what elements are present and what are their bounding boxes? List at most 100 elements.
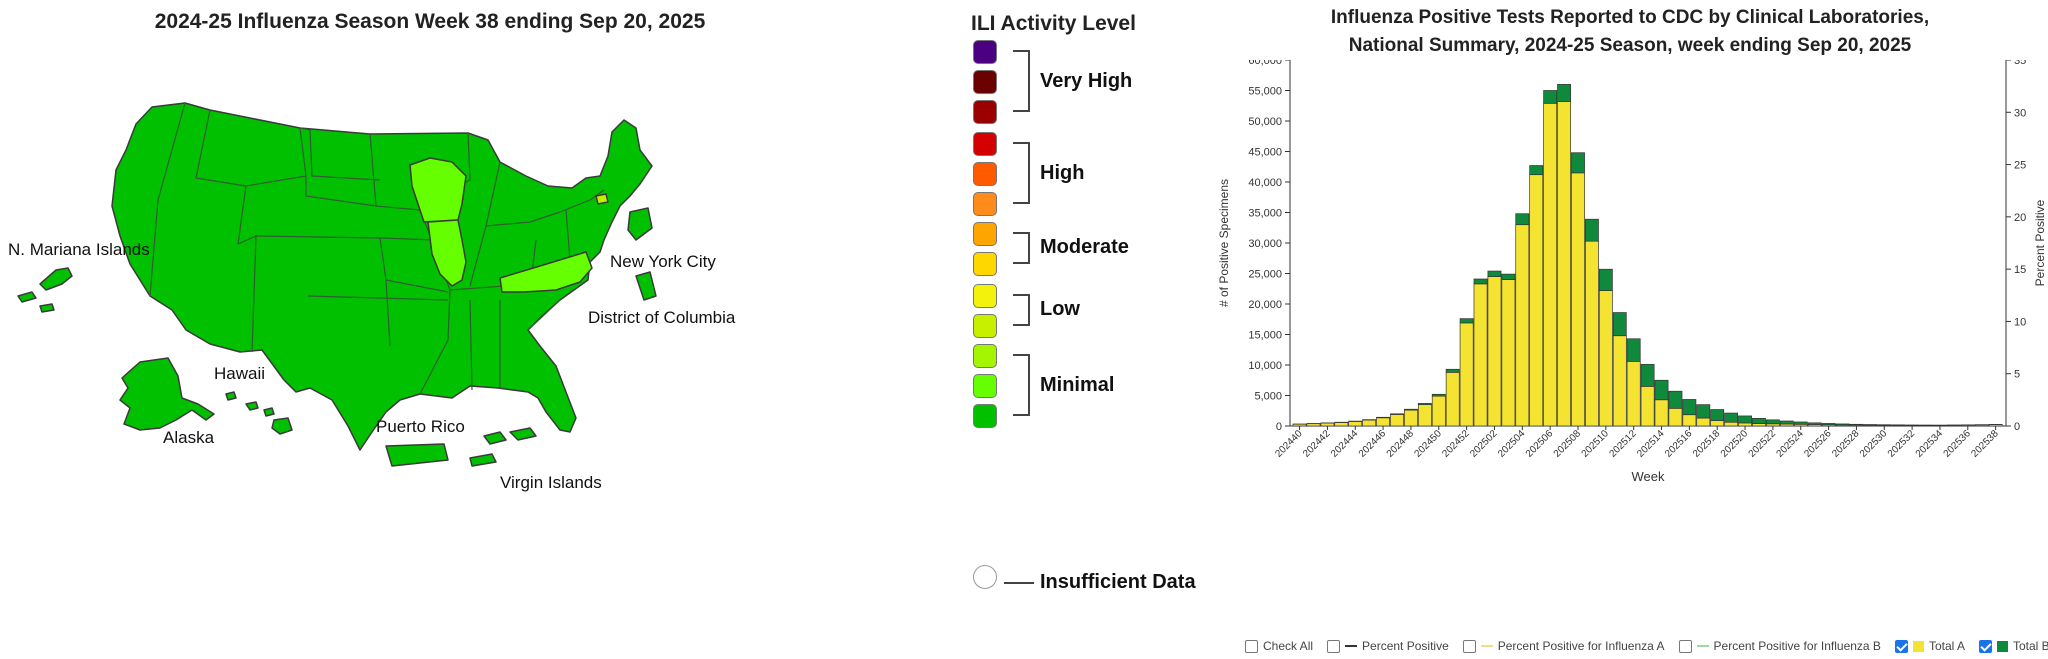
x-tick-label: 202516 xyxy=(1663,428,1695,460)
bar-total-a-202512 xyxy=(1626,360,1641,427)
bar-total-b-202452 xyxy=(1459,318,1474,324)
x-tick-label: 202518 xyxy=(1691,428,1723,460)
state-wisconsin[interactable] xyxy=(409,157,467,223)
legend-swatch-7 xyxy=(973,252,997,276)
virgin-islands[interactable] xyxy=(469,427,537,467)
bar-total-a-202508 xyxy=(1571,172,1585,427)
bar-total-b-202516 xyxy=(1682,399,1697,416)
bar-total-b-202513 xyxy=(1640,364,1655,387)
state-north-carolina[interactable] xyxy=(499,251,593,293)
bar-total-b-202523 xyxy=(1779,420,1794,425)
bar-total-a-202444 xyxy=(1348,421,1363,427)
legend-swatch-8 xyxy=(973,284,997,308)
bar-total-b-202515 xyxy=(1668,390,1683,409)
control-percent-positive-b[interactable]: Percent Positive for Influenza B xyxy=(1678,639,1881,653)
legend-low: Low xyxy=(1040,298,1080,320)
y-axis-title: # of Positive Specimens xyxy=(1217,179,1231,307)
y-tick-label: 40,000 xyxy=(1248,177,1282,189)
hawaii[interactable] xyxy=(225,391,293,435)
percent-positive-b-checkbox[interactable] xyxy=(1678,639,1692,653)
x-tick-label: 202532 xyxy=(1886,428,1918,460)
label-virgin-islands: Virgin Islands xyxy=(500,473,602,492)
y2-axis-title: Percent Positive xyxy=(2033,199,2047,286)
legend-swatch-12 xyxy=(973,404,997,428)
percent-positive-b-label: Percent Positive for Influenza B xyxy=(1713,639,1881,653)
y-tick-label: 60,000 xyxy=(1248,60,1282,67)
percent-positive-b-line-icon xyxy=(1696,645,1709,647)
control-check-all[interactable]: Check All xyxy=(1245,639,1313,653)
bar-total-a-202515 xyxy=(1668,407,1683,427)
bar-total-b-202517 xyxy=(1696,404,1711,419)
bar-total-b-202529 xyxy=(1863,424,1878,426)
dc-box[interactable] xyxy=(635,271,657,301)
bar-total-a-202514 xyxy=(1654,399,1669,427)
state-illinois[interactable] xyxy=(427,219,467,287)
bar-total-b-202451 xyxy=(1445,368,1460,373)
bar-total-b-202507 xyxy=(1557,84,1571,102)
chart-title-line-2: National Summary, 2024-25 Season, week e… xyxy=(1348,35,1912,56)
bar-total-b-202530 xyxy=(1877,424,1892,426)
label-hawaii: Hawaii xyxy=(214,364,266,383)
bar-total-a-202509 xyxy=(1585,240,1599,427)
bar-total-b-202520 xyxy=(1738,415,1752,424)
legend-swatch-0 xyxy=(973,40,997,64)
check-all-checkbox[interactable] xyxy=(1245,639,1258,653)
puerto-rico[interactable] xyxy=(385,443,449,467)
bar-total-a-202519 xyxy=(1724,421,1739,427)
bar-total-a-202443 xyxy=(1334,422,1349,427)
continental-us[interactable] xyxy=(111,102,653,451)
bar-total-a-202448 xyxy=(1404,409,1418,427)
alaska[interactable] xyxy=(119,357,215,431)
percent-positive-checkbox[interactable] xyxy=(1327,639,1341,653)
bar-total-a-202447 xyxy=(1390,414,1404,427)
legend-swatch-6 xyxy=(973,222,997,246)
label-dc: District of Columbia xyxy=(588,308,736,327)
bar-total-a-202503 xyxy=(1501,279,1516,427)
control-percent-positive[interactable]: Percent Positive xyxy=(1327,639,1449,653)
control-total-a[interactable]: Total A xyxy=(1894,639,1965,653)
bar-total-a-202505 xyxy=(1529,174,1544,427)
total-a-checkbox[interactable] xyxy=(1894,639,1908,653)
bar-total-b-202504 xyxy=(1515,213,1530,226)
bar-total-a-202450 xyxy=(1431,395,1446,427)
bar-total-b-202448 xyxy=(1404,408,1418,411)
bar-total-b-202503 xyxy=(1501,273,1516,280)
bar-total-a-202513 xyxy=(1640,386,1655,427)
nyc-box[interactable] xyxy=(627,207,653,241)
bar-total-a-202501 xyxy=(1473,283,1488,427)
bar-total-b-202519 xyxy=(1724,412,1739,423)
y2-tick-label: 5 xyxy=(2014,369,2020,381)
percent-positive-a-label: Percent Positive for Influenza A xyxy=(1497,639,1665,653)
bar-total-b-202505 xyxy=(1529,165,1544,176)
y2-tick-label: 15 xyxy=(2014,264,2026,276)
x-tick-label: 202538 xyxy=(1969,428,2001,460)
x-tick-label: 202530 xyxy=(1858,428,1890,460)
bar-total-b-202511 xyxy=(1612,312,1627,337)
x-tick-label: 202524 xyxy=(1774,428,1806,460)
legend-swatch-2 xyxy=(973,100,997,124)
percent-positive-a-line-icon xyxy=(1480,645,1493,647)
y-tick-label: 25,000 xyxy=(1248,269,1282,281)
y2-tick-label: 20 xyxy=(2014,212,2026,224)
insufficient-line xyxy=(1004,582,1034,584)
control-total-b[interactable]: Total B xyxy=(1978,639,2048,653)
positive-tests-chart: 0 5,000 10,000 15,000 20,000 25,000 30,000 35,0… xyxy=(1217,60,2047,484)
state-rhode-island[interactable] xyxy=(595,193,609,205)
legend-swatch-3 xyxy=(973,132,997,156)
x-tick-label: 202534 xyxy=(1914,428,1946,460)
y-tick-label: 10,000 xyxy=(1248,360,1282,372)
control-percent-positive-a[interactable]: Percent Positive for Influenza A xyxy=(1462,639,1665,653)
total-b-checkbox[interactable] xyxy=(1978,639,1992,653)
mariana-islands[interactable] xyxy=(17,267,73,313)
bar-total-a-202506 xyxy=(1543,102,1558,427)
chart-title-line-1: Influenza Positive Tests Reported to CDC… xyxy=(1330,7,1930,28)
bar-total-b-202521 xyxy=(1752,418,1766,424)
bar-total-a-202518 xyxy=(1710,420,1725,427)
total-a-swatch-icon xyxy=(1912,640,1924,652)
total-b-swatch-icon xyxy=(1996,640,2008,652)
bar-total-a-202449 xyxy=(1417,404,1432,427)
percent-positive-a-checkbox[interactable] xyxy=(1462,639,1476,653)
bar-total-a-202451 xyxy=(1445,371,1460,427)
x-tick-label: 202514 xyxy=(1635,428,1667,460)
bar-total-b-202522 xyxy=(1765,419,1780,425)
